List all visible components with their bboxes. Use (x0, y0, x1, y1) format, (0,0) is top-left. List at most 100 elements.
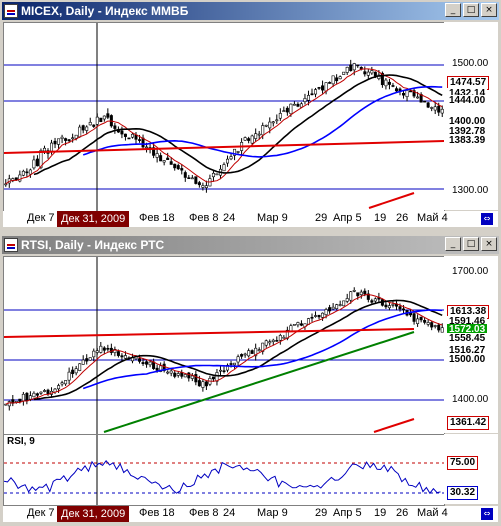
rtsi-price-plot[interactable] (3, 256, 445, 435)
candle-body (257, 133, 261, 136)
candle-body (4, 183, 8, 186)
chart-scroll-icon[interactable]: ⇔ (481, 213, 493, 225)
candle-body (310, 93, 314, 96)
candle-body (243, 137, 247, 141)
candle-body (271, 339, 275, 342)
candle-body (95, 350, 99, 353)
candle-body (299, 323, 303, 326)
candle-body (21, 170, 25, 176)
rsi-axis[interactable]: 75.00 30.32 (444, 434, 498, 504)
rtsi-chart-window[interactable]: RTSI, Daily - Индекс РТС _ □ × 1700.00 1… (0, 234, 501, 526)
candle-body (338, 76, 342, 80)
candle-body (345, 298, 349, 302)
candle-body (324, 82, 328, 92)
rsi-indicator-plot[interactable]: RSI, 9 (3, 434, 445, 506)
candle-body (176, 373, 180, 376)
candle-body (145, 146, 149, 149)
candle-body (46, 389, 50, 395)
candle-body (423, 100, 427, 103)
candle-body (57, 385, 61, 390)
candle-body (412, 313, 416, 322)
minimize-button[interactable]: _ (445, 237, 461, 251)
price-label: 1700.00 (452, 266, 489, 277)
close-button[interactable]: × (481, 237, 497, 251)
candle-body (204, 185, 208, 189)
candle-body (391, 304, 395, 306)
rsi-level-label: 75.00 (447, 456, 479, 470)
candle-body (292, 323, 296, 326)
candle-body (275, 340, 279, 342)
candle-body (289, 325, 293, 332)
maximize-button[interactable]: □ (463, 237, 479, 251)
rtsi-date-axis[interactable]: Дек 7 Фев 18 Фев 8 24 Мар 9 29 Апр 5 19 … (3, 506, 498, 522)
candle-body (419, 316, 423, 321)
candle-body (211, 172, 215, 178)
candle-body (35, 393, 39, 396)
candle-body (250, 350, 254, 354)
chart-scroll-icon[interactable]: ⇔ (481, 508, 493, 520)
candle-body (42, 390, 46, 392)
candle-body (113, 349, 117, 353)
candle-body (159, 155, 163, 162)
micex-price-plot[interactable] (3, 22, 445, 212)
candle-body (18, 174, 22, 182)
rtsi-window-title: RTSI, Daily - Индекс РТС (21, 238, 165, 252)
candle-body (155, 367, 159, 371)
micex-price-axis[interactable]: 1500.00 1474.57 1432.14 1444.00 1400.00 … (444, 22, 498, 210)
micex-candles (4, 23, 444, 211)
candle-body (166, 157, 170, 161)
candle-body (264, 340, 268, 346)
candle-body (39, 150, 43, 169)
candle-body (278, 335, 282, 341)
candle-body (123, 133, 127, 137)
candle-body (416, 318, 420, 324)
candle-body (257, 349, 261, 351)
rsi-line (4, 435, 444, 505)
maximize-button[interactable]: □ (463, 3, 479, 17)
candle-body (349, 291, 353, 301)
candle-body (190, 177, 194, 180)
candle-body (335, 77, 339, 82)
candle-body (289, 103, 293, 115)
candle-body (314, 315, 318, 317)
candle-body (95, 116, 99, 125)
candle-body (299, 103, 303, 108)
candle-body (25, 171, 29, 174)
micex-chart-window[interactable]: MICEX, Daily - Индекс ММВБ _ □ × 1500.00… (0, 0, 501, 232)
candle-body (321, 85, 325, 91)
candle-body (423, 320, 427, 323)
candle-body (74, 134, 78, 139)
date-label: Май 4 (417, 212, 448, 224)
candle-body (356, 292, 360, 297)
price-label: 1383.39 (447, 135, 488, 147)
candle-body (285, 107, 289, 113)
candle-body (342, 71, 346, 75)
close-button[interactable]: × (481, 3, 497, 17)
price-label: 1361.42 (447, 416, 490, 430)
date-label: Апр 5 (333, 507, 362, 519)
candle-body (173, 372, 177, 377)
candle-body (106, 113, 110, 118)
candle-body (430, 322, 434, 328)
minimize-button[interactable]: _ (445, 3, 461, 17)
candle-body (409, 90, 413, 93)
candle-body (141, 362, 145, 365)
candle-body (433, 106, 437, 111)
price-label: 1400.00 (452, 394, 489, 405)
rtsi-price-axis[interactable]: 1700.00 1613.38 1591.46 1572.03 1558.45 … (444, 256, 498, 433)
date-label: 24 (223, 212, 236, 224)
micex-date-axis[interactable]: Дек 7 Фев 18 Фев 8 24 Мар 9 29 Апр 5 19 … (3, 211, 498, 227)
candle-body (426, 322, 430, 325)
micex-titlebar[interactable]: MICEX, Daily - Индекс ММВБ _ □ × (2, 2, 499, 20)
date-label: Фев 8 (189, 212, 219, 224)
candle-body (394, 88, 398, 92)
candle-body (236, 356, 240, 363)
candle-body (261, 125, 265, 136)
candle-body (440, 108, 444, 114)
candle-body (201, 185, 205, 188)
rtsi-titlebar[interactable]: RTSI, Daily - Индекс РТС _ □ × (2, 236, 499, 254)
candle-body (440, 327, 444, 333)
ma-short-line (5, 68, 443, 185)
price-label: 1500.00 (452, 58, 489, 69)
candle-body (148, 361, 152, 366)
